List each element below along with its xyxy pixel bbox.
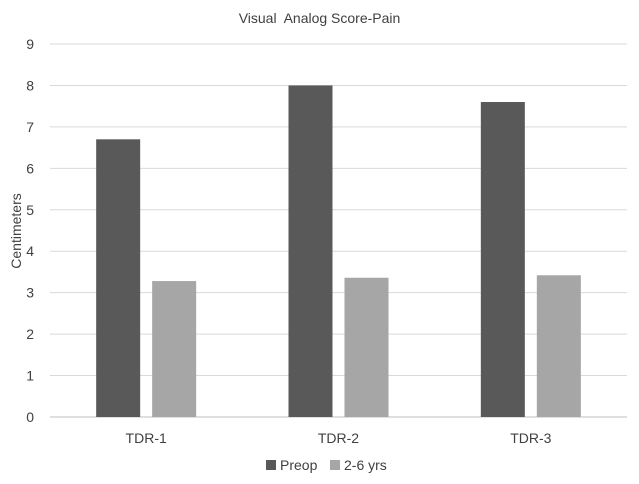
y-axis-ticks: 0 1 2 3 4 5 6 7 8 9 [26,36,34,425]
x-tick-label: TDR-1 [126,430,167,446]
bar-2-6-yrs-tdr-2 [344,277,389,417]
chart-title: Visual Analog Score-Pain [239,10,401,26]
x-axis-ticks: TDR-1 TDR-2 TDR-3 [126,430,552,446]
bar-preop-tdr-3 [480,102,525,418]
bar-2-6-yrs-tdr-1 [152,281,197,417]
x-tick-label: TDR-3 [510,430,551,446]
y-tick-label: 8 [26,77,34,93]
legend-swatch [266,460,276,470]
y-tick-label: 6 [26,160,34,176]
bars [96,85,581,418]
y-tick-label: 4 [26,243,34,259]
legend-label: Preop [280,457,318,473]
x-tick-label: TDR-2 [318,430,359,446]
y-tick-label: 9 [26,36,34,52]
gridlines [50,43,627,418]
y-axis-label: Centimeters [8,193,24,268]
legend: Preop 2-6 yrs [266,457,387,473]
legend-swatch [330,460,340,470]
y-tick-label: 5 [26,202,34,218]
bar-preop-tdr-1 [96,139,141,418]
legend-label: 2-6 yrs [344,457,387,473]
y-tick-label: 1 [26,368,34,384]
y-tick-label: 3 [26,285,34,301]
bar-2-6-yrs-tdr-3 [536,275,581,417]
y-tick-label: 2 [26,326,34,342]
bar-preop-tdr-2 [288,85,333,417]
y-tick-label: 7 [26,119,34,135]
y-tick-label: 0 [26,409,34,425]
